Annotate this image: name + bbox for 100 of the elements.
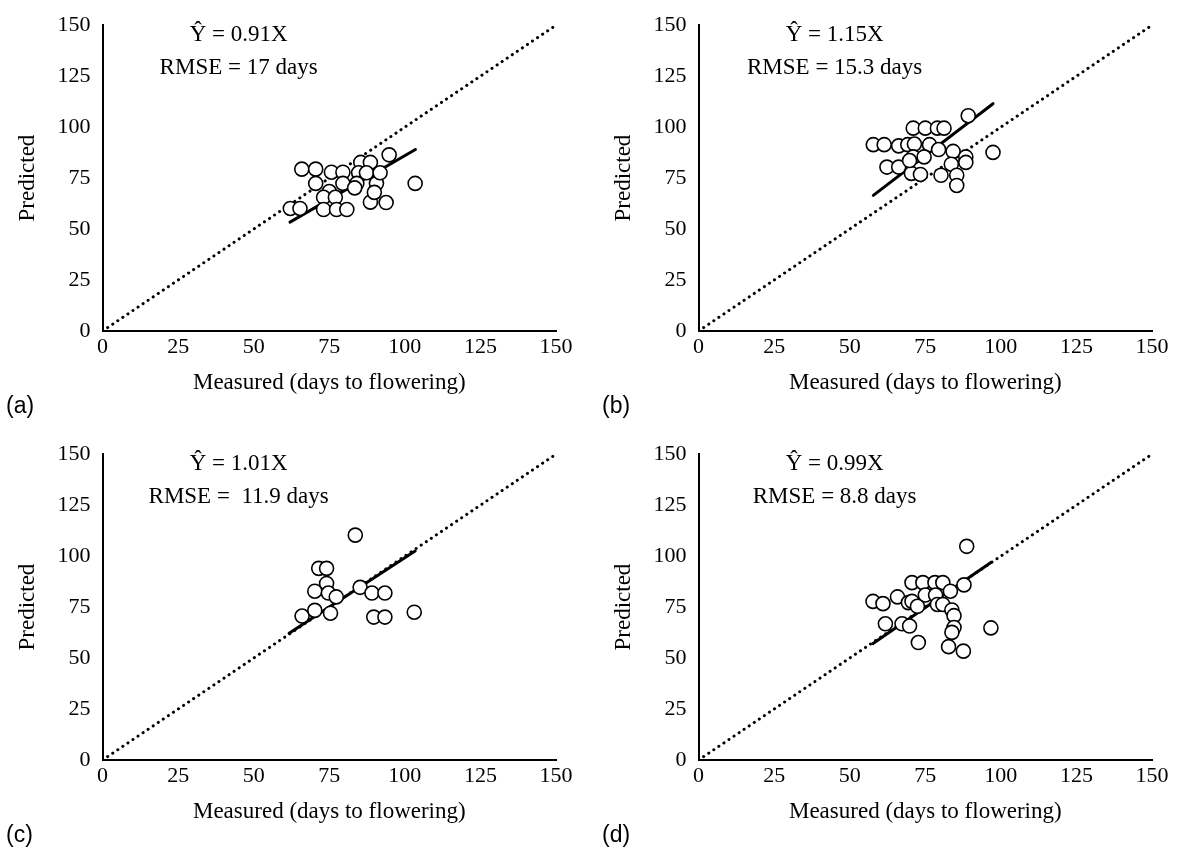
x-tick-label: 25 (763, 332, 786, 358)
x-tick-label: 75 (914, 332, 937, 358)
point (940, 638, 957, 655)
point (877, 616, 894, 632)
x-axis-title: Measured (days to flowering) (788, 798, 1062, 824)
y-tick-label: 50 (664, 214, 687, 240)
text: (c) (6, 821, 33, 848)
x-tick-label: 50 (838, 761, 861, 787)
y-tick-label: 25 (68, 265, 91, 291)
point (875, 595, 891, 612)
point (983, 620, 999, 636)
point (942, 583, 959, 599)
y-tick-label: 0 (675, 316, 687, 342)
annotation: Ŷ = 1.01X (189, 450, 288, 476)
point (958, 538, 975, 555)
y-axis-title: Predicted (609, 134, 635, 222)
point (292, 200, 308, 217)
y-tick-label: 150 (57, 439, 91, 465)
point (933, 167, 949, 184)
x-tick-label: 125 (463, 761, 497, 787)
x-tick-label: 50 (242, 761, 265, 787)
point (960, 107, 977, 124)
point (901, 618, 918, 634)
y-tick-label: 125 (57, 490, 91, 516)
point (322, 605, 339, 622)
y-tick-label: 125 (57, 61, 91, 87)
y-tick-label: 50 (664, 643, 687, 669)
point (958, 154, 974, 171)
point (377, 609, 393, 625)
x-tick-label: 150 (1135, 332, 1169, 358)
point (352, 579, 368, 596)
y-tick-label: 75 (664, 163, 687, 189)
y-tick-label: 25 (664, 694, 687, 720)
point (339, 201, 355, 218)
y-tick-label: 0 (79, 745, 91, 771)
y-axis-title: Predicted (609, 563, 635, 651)
point (406, 604, 423, 620)
x-tick-label: 25 (763, 761, 786, 787)
point (901, 152, 918, 169)
point (328, 589, 345, 605)
point (407, 175, 423, 192)
x-tick-label: 125 (1059, 761, 1093, 787)
annotation: Ŷ = 0.99X (785, 450, 884, 476)
x-tick-label: 0 (693, 761, 705, 787)
point (358, 165, 375, 181)
x-tick-label: 50 (242, 332, 265, 358)
point (906, 136, 923, 152)
x-tick-label: 50 (838, 332, 861, 358)
point (366, 184, 383, 201)
point (306, 583, 323, 599)
y-axis-title: Predicted (13, 134, 39, 222)
point (956, 577, 972, 593)
x-tick-label: 100 (984, 332, 1018, 358)
annotation: Ŷ = 0.91X (189, 21, 288, 47)
x-tick-label: 125 (463, 332, 497, 358)
annotation: RMSE = 15.3 days (746, 54, 923, 80)
text: (b) (602, 392, 631, 419)
x-tick-label: 100 (388, 332, 422, 358)
y-tick-label: 150 (653, 439, 687, 465)
point (944, 624, 960, 641)
x-tick-label: 100 (388, 761, 422, 787)
x-tick-label: 75 (318, 332, 341, 358)
x-tick-label: 100 (984, 761, 1018, 787)
point (910, 634, 927, 651)
point (335, 175, 351, 192)
point (930, 141, 947, 158)
point (948, 177, 965, 194)
point (307, 161, 324, 177)
point (347, 527, 364, 543)
point (306, 602, 323, 619)
y-tick-label: 0 (675, 745, 687, 771)
y-tick-label: 25 (68, 694, 91, 720)
y-tick-label: 75 (68, 592, 91, 618)
y-tick-label: 150 (57, 10, 91, 36)
y-axis-title: Predicted (13, 563, 39, 651)
x-tick-label: 0 (97, 332, 109, 358)
x-tick-label: 25 (167, 761, 190, 787)
x-tick-label: 75 (318, 761, 341, 787)
y-tick-label: 125 (653, 490, 687, 516)
annotation: Ŷ = 1.15X (785, 21, 884, 47)
x-tick-label: 125 (1059, 332, 1093, 358)
y-tick-label: 100 (653, 541, 687, 567)
x-axis-title: Measured (days to flowering) (192, 798, 466, 824)
point (909, 598, 926, 615)
x-tick-label: 150 (539, 332, 573, 358)
point (381, 147, 397, 163)
text: (a) (6, 392, 35, 419)
point (985, 144, 1001, 161)
point (377, 585, 393, 601)
point (364, 585, 380, 601)
point (315, 201, 332, 218)
point (912, 166, 929, 183)
x-axis-title: Measured (days to flowering) (788, 369, 1062, 395)
y-tick-label: 50 (68, 643, 91, 669)
annotation: RMSE = 17 days (159, 54, 318, 80)
point (372, 165, 388, 181)
point (936, 120, 952, 136)
point (916, 149, 932, 165)
point (955, 643, 972, 659)
point (346, 180, 363, 196)
